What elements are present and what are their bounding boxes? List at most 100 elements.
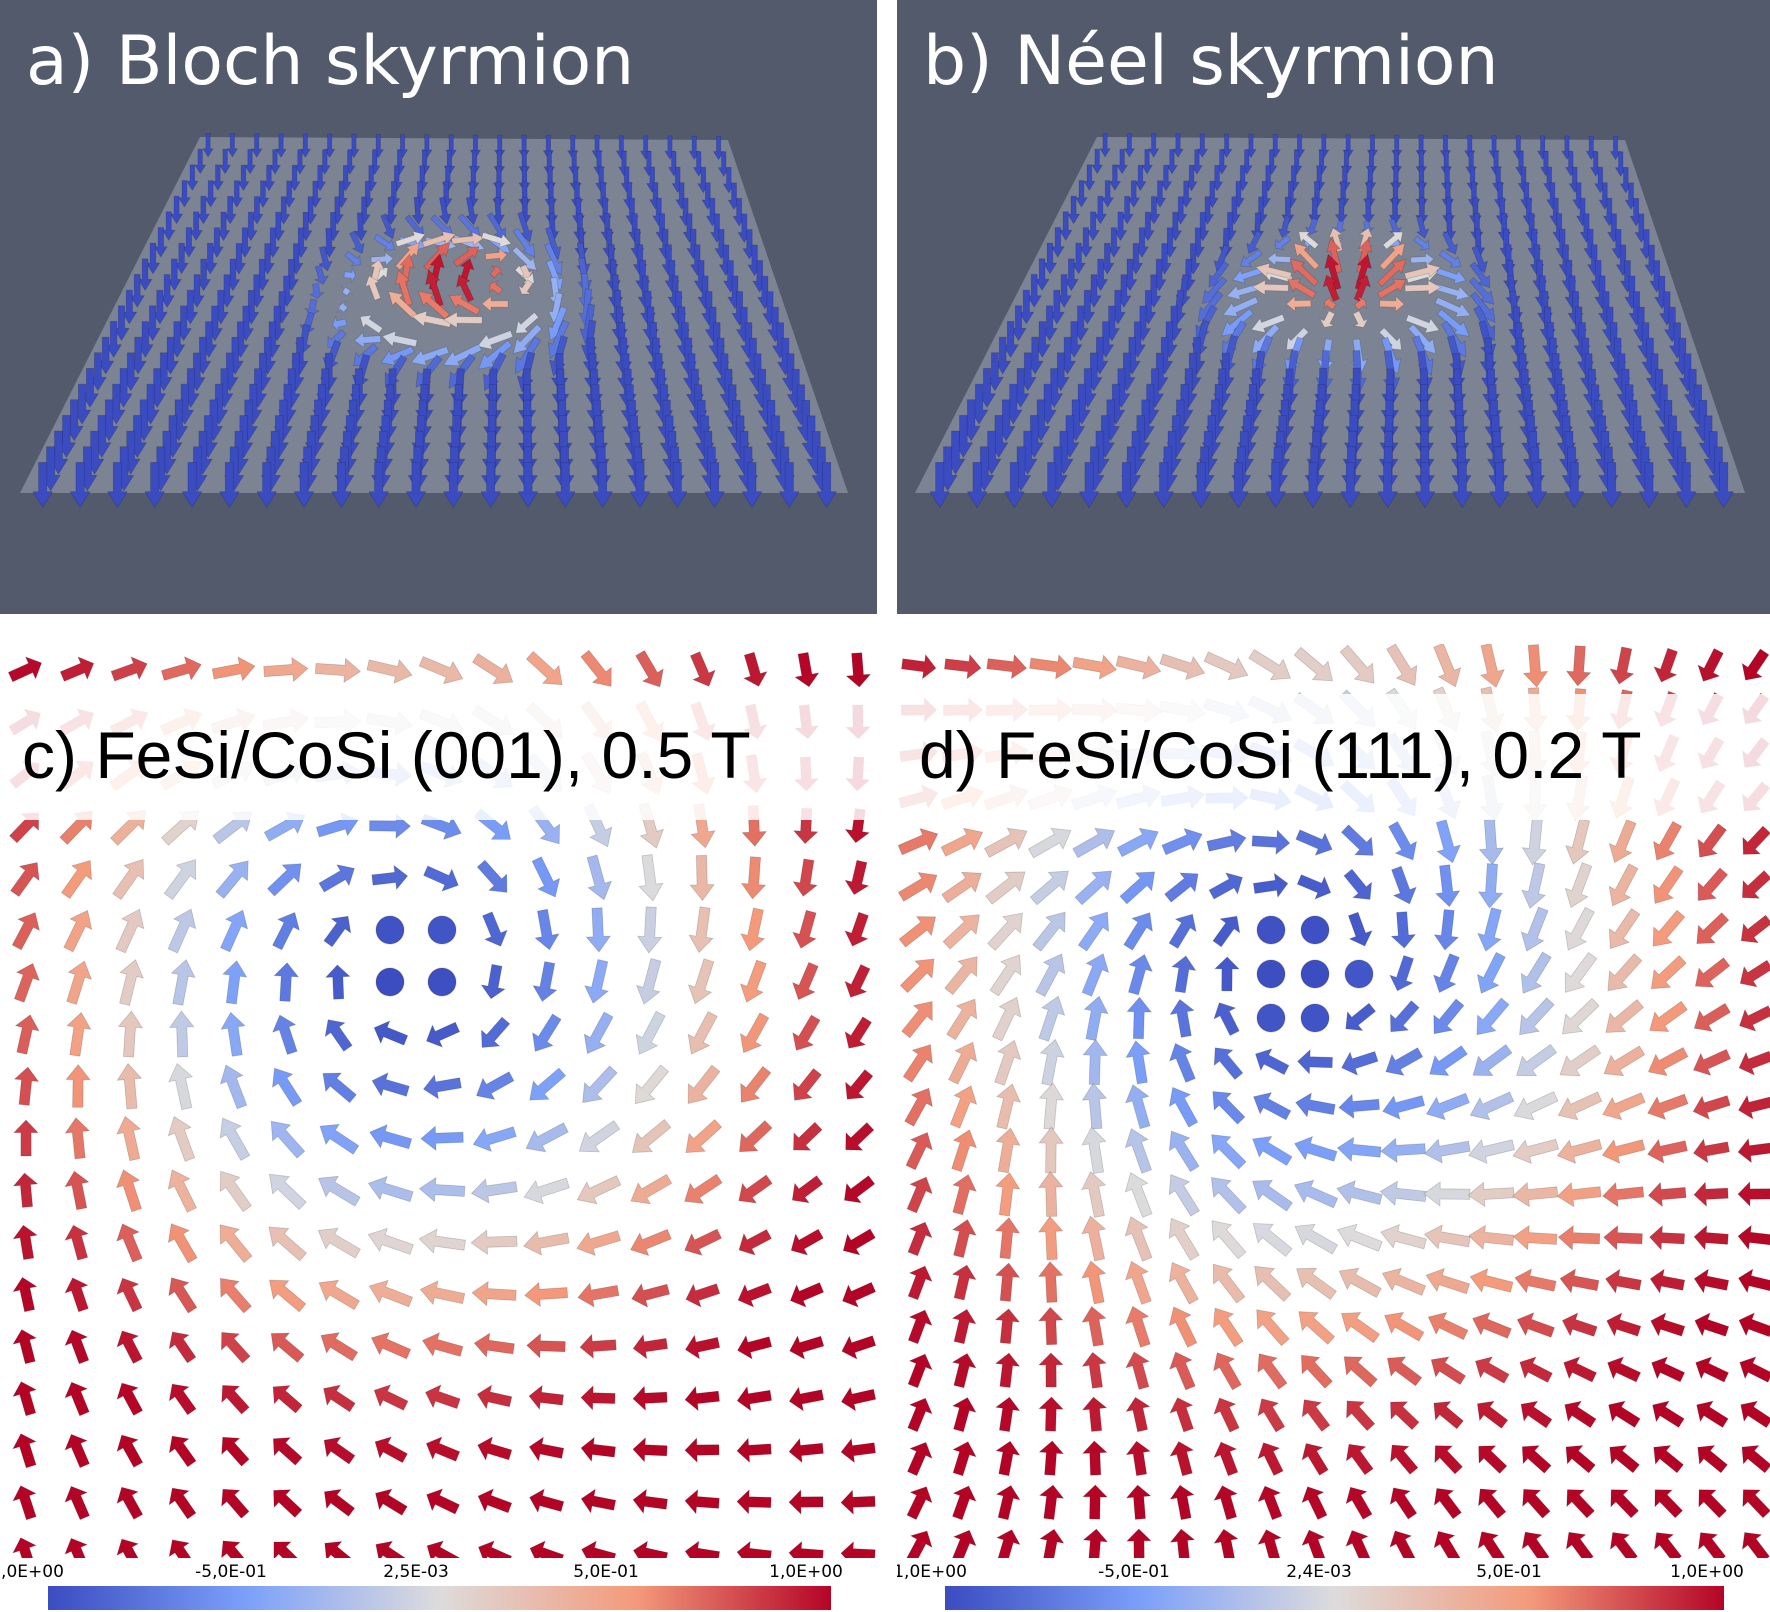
spin-arrow (1169, 1441, 1195, 1477)
spin-arrow (907, 1221, 933, 1257)
spin-arrow (324, 1541, 352, 1558)
spin-arrow (583, 1011, 614, 1055)
spin-arrow (1693, 1268, 1730, 1294)
spin-arrow (1081, 1440, 1108, 1476)
spin-arrow (159, 274, 175, 308)
spin-arrow (422, 1074, 462, 1100)
spin-arrow (477, 1436, 513, 1462)
spin-arrow (59, 656, 95, 682)
spin-arrow (110, 656, 148, 682)
spin-arrow (323, 133, 336, 159)
spin-arrow (341, 285, 354, 297)
spin-arrow (359, 314, 384, 334)
spin-arrow (189, 211, 204, 242)
spin-arrow (995, 1440, 1021, 1477)
spin-arrow (1099, 133, 1111, 158)
spin-arrow (840, 1489, 876, 1516)
spin-arrow (373, 233, 396, 251)
spin-arrow (395, 230, 426, 248)
spin-arrow (457, 213, 481, 240)
spin-arrow (12, 1224, 39, 1261)
spin-arrow (116, 1330, 143, 1365)
spin-arrow (1741, 1445, 1770, 1474)
spin-arrow (211, 656, 256, 682)
spin-arrow (250, 196, 264, 225)
spin-arrow (1212, 915, 1241, 948)
spin-arrow (1266, 251, 1292, 267)
spin-arrow (262, 164, 276, 192)
spin-arrow (1125, 1396, 1151, 1433)
spin-arrow (1521, 862, 1547, 909)
spin-arrow (638, 854, 664, 902)
spin-arrow (1738, 1050, 1770, 1076)
spin-arrow (1415, 150, 1428, 176)
spin-arrow (986, 653, 1028, 680)
spin-arrow (1415, 181, 1429, 210)
spin-arrow (577, 1282, 620, 1308)
spin-arrow (738, 1174, 773, 1204)
spin-arrow (442, 343, 483, 367)
spin-arrow (375, 1540, 406, 1558)
panel-fesi-cosi-001: c) FeSi/CoSi (001), 0.5 T -1,0E+00 -5,0E… (0, 644, 877, 1612)
spin-arrow (470, 1178, 518, 1204)
spin-arrow (369, 813, 412, 839)
spin-arrow (517, 461, 539, 509)
spin-arrow (742, 651, 768, 687)
spin-arrow (684, 1334, 721, 1360)
spin-arrow (1565, 1445, 1596, 1474)
colorbar-tick-label: -5,0E-01 (195, 1562, 267, 1582)
spin-arrow (994, 1308, 1021, 1345)
spin-arrow (907, 1309, 933, 1345)
spin-arrow (1319, 310, 1336, 328)
spin-arrow (1521, 818, 1548, 866)
film-plane (20, 137, 848, 493)
spin-arrow (1433, 1401, 1464, 1430)
spin-arrow (318, 864, 355, 893)
spin-arrow (419, 1280, 466, 1306)
spin-arrow (1451, 461, 1473, 509)
spin-arrow (196, 258, 212, 292)
spin-arrow (1467, 1181, 1515, 1208)
spin-arrow (370, 1331, 412, 1360)
spin-arrow (113, 305, 130, 342)
spin-arrow (1164, 872, 1199, 903)
spin-arrow (1423, 1138, 1471, 1164)
spin-arrow (1081, 1396, 1108, 1432)
spin-arrow (511, 246, 538, 271)
spin-arrow (1093, 258, 1109, 292)
spin-arrow (1169, 1528, 1196, 1558)
spin-arrow (1253, 1092, 1292, 1121)
spin-arrow (477, 1540, 513, 1558)
spin-arrow (1277, 214, 1291, 239)
spin-arrow (168, 1383, 197, 1416)
spin-arrow (1063, 258, 1079, 292)
spin-arrow (273, 1489, 303, 1518)
spin-arrow (69, 461, 91, 509)
spin-arrow (269, 1279, 307, 1313)
spin-arrow (902, 1044, 933, 1083)
spin-arrow (186, 164, 199, 191)
spin-arrow (1035, 953, 1066, 998)
spin-arrow (1435, 819, 1461, 864)
spin-arrow (1433, 998, 1465, 1035)
spin-arrow (1099, 242, 1115, 275)
spin-arrow (1647, 1138, 1688, 1164)
spin-arrow (1741, 648, 1770, 681)
spin-arrow (476, 330, 514, 350)
spin-arrow (1248, 649, 1292, 681)
spin-arrow (1467, 1139, 1515, 1164)
spin-arrow (168, 1487, 197, 1520)
spin-arrow (115, 1169, 143, 1213)
spin-arrow (1610, 1489, 1640, 1519)
spin-arrow (405, 461, 427, 509)
spin-arrow (554, 461, 576, 509)
spin-arrow (442, 311, 483, 329)
spin-arrow (1339, 461, 1361, 509)
spin-arrow (1382, 231, 1404, 250)
spin-arrow (1511, 1181, 1559, 1208)
spin-arrow (1608, 907, 1641, 950)
spin-arrow (526, 1332, 566, 1359)
spin-arrow (322, 1072, 357, 1104)
spin-arrow (1127, 180, 1141, 208)
spin-arrow (1294, 1223, 1339, 1255)
